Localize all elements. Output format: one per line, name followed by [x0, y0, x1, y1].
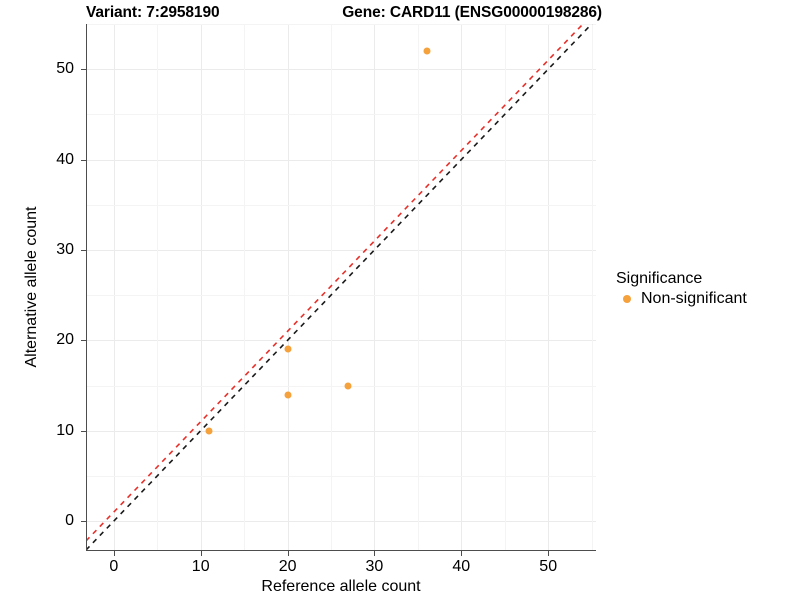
gridline-vertical: [461, 24, 463, 550]
y-tick-label: 0: [65, 512, 74, 530]
x-tick-mark: [113, 551, 115, 556]
gridline-horizontal: [86, 159, 596, 161]
legend-item-label: Non-significant: [641, 290, 747, 307]
y-tick-label: 10: [56, 421, 74, 439]
x-tick-mark: [287, 551, 289, 556]
y-tick-mark: [81, 521, 86, 523]
scatter-point: [423, 47, 431, 55]
gridline-horizontal-minor: [86, 114, 596, 116]
plot-panel-clip: [86, 24, 596, 550]
x-axis-line: [86, 550, 596, 551]
chart-title-row: Variant: 7:2958190 Gene: CARD11 (ENSG000…: [86, 2, 602, 24]
x-tick-label: 10: [191, 558, 210, 575]
legend-dot-icon: [618, 290, 636, 308]
gridline-horizontal: [86, 430, 596, 432]
y-tick-label: 50: [56, 60, 74, 78]
gridline-horizontal-minor: [86, 295, 596, 297]
gridline-vertical-minor: [157, 24, 159, 550]
variant-title: Variant: 7:2958190: [86, 4, 220, 21]
y-axis-line: [86, 24, 87, 551]
gridline-horizontal: [86, 69, 596, 71]
y-axis-title: Alternative allele count: [23, 206, 40, 368]
gridline-horizontal: [86, 249, 596, 251]
y-tick-mark: [81, 430, 86, 432]
gridline-vertical: [200, 24, 202, 550]
gridline-horizontal-minor: [86, 24, 596, 25]
gridline-horizontal-minor: [86, 385, 596, 387]
plot-panel: [86, 24, 596, 550]
x-tick-mark: [374, 551, 376, 556]
y-tick-labels: 0 10 20 30 40 50: [0, 0, 74, 600]
gridline-vertical-minor: [504, 24, 506, 550]
x-tick-label: 30: [365, 558, 384, 575]
x-tick-label: 0: [109, 558, 119, 575]
gridline-horizontal: [86, 340, 596, 342]
x-tick-mark: [200, 551, 202, 556]
scatter-point: [284, 391, 292, 398]
x-tick-label: 20: [278, 558, 297, 575]
scatter-point: [284, 345, 292, 353]
y-tick-label: 20: [56, 331, 74, 349]
legend-entries: Non-significant: [616, 290, 796, 308]
gene-title: Gene: CARD11 (ENSG00000198286): [342, 4, 602, 21]
y-tick-mark: [81, 159, 86, 161]
gridline-vertical: [374, 24, 376, 550]
legend: Significance Non-significant: [616, 270, 796, 308]
gridline-horizontal-minor: [86, 475, 596, 477]
gridline-horizontal: [86, 521, 596, 523]
y-tick-label: 30: [56, 240, 74, 258]
y-tick-label: 40: [56, 150, 74, 168]
gridline-vertical-minor: [417, 24, 419, 550]
y-tick-mark: [81, 249, 86, 251]
gridline-vertical: [113, 24, 115, 550]
x-tick-label: 50: [539, 558, 558, 575]
x-tick-mark: [461, 551, 463, 556]
gridline-vertical: [287, 24, 289, 550]
red-dashed-diagonal: [86, 24, 585, 542]
y-tick-mark: [81, 340, 86, 342]
x-tick-label: 40: [452, 558, 471, 575]
gridline-vertical-minor: [244, 24, 246, 550]
gridline-vertical-minor: [331, 24, 332, 550]
reference-lines: [86, 24, 593, 550]
scatter-point: [344, 382, 352, 389]
y-tick-mark: [81, 69, 86, 71]
legend-title: Significance: [616, 270, 703, 287]
x-tick-mark: [548, 551, 550, 556]
gridline-vertical: [548, 24, 550, 550]
gridline-horizontal-minor: [86, 204, 596, 206]
black-dashed-diagonal: [86, 24, 593, 550]
legend-item[interactable]: Non-significant: [618, 290, 796, 308]
x-axis-title: Reference allele count: [261, 578, 421, 595]
scatter-point: [205, 427, 213, 435]
gridline-vertical-minor: [591, 24, 593, 550]
